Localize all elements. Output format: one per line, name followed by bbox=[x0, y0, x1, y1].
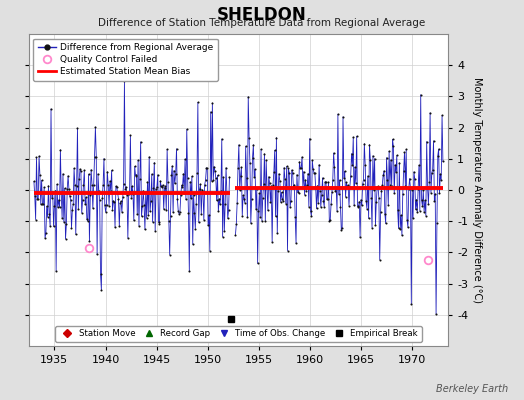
Text: Difference of Station Temperature Data from Regional Average: Difference of Station Temperature Data f… bbox=[99, 18, 425, 28]
Text: Berkeley Earth: Berkeley Earth bbox=[436, 384, 508, 394]
Text: SHELDON: SHELDON bbox=[217, 6, 307, 24]
Y-axis label: Monthly Temperature Anomaly Difference (°C): Monthly Temperature Anomaly Difference (… bbox=[472, 77, 482, 303]
Legend: Station Move, Record Gap, Time of Obs. Change, Empirical Break: Station Move, Record Gap, Time of Obs. C… bbox=[56, 326, 421, 342]
